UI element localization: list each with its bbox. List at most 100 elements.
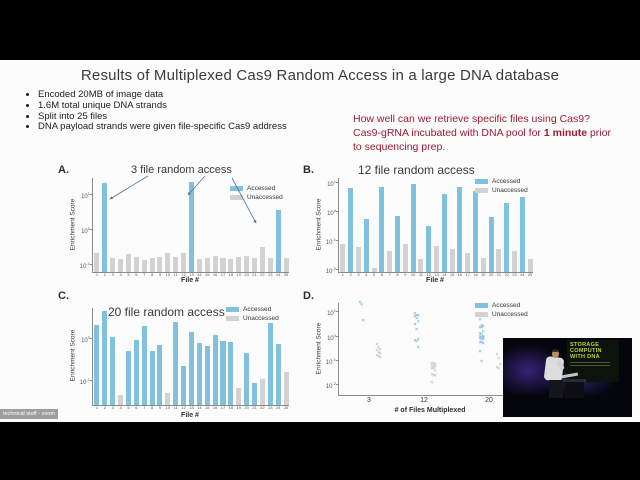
bar-accessed [441, 193, 447, 272]
scatter-marker: × [480, 340, 484, 347]
bar-unaccessed [157, 257, 163, 272]
scatter-marker: × [433, 364, 437, 371]
x-tick-label: 3 [367, 397, 371, 404]
x-tick-label: 17 [465, 272, 470, 277]
bullet-item: 1.6M total unique DNA strands [38, 100, 287, 112]
legend-accessed-label: Accessed [492, 302, 521, 309]
chart-d-plot: 101 100 10-1 10-2 3 12 20 × × × × × × × × × × × × × × × × × × × × ×… [326, 300, 534, 404]
scatter-marker: × [478, 334, 482, 341]
scatter-marker: × [481, 341, 485, 348]
scatter-marker: × [478, 325, 482, 332]
y-tick-mark [336, 269, 339, 271]
chart-c-legend: Accessed Unaccessed [226, 305, 279, 323]
scatter-marker: × [498, 361, 502, 368]
scatter-marker: × [433, 373, 437, 380]
bar-accessed [212, 334, 218, 405]
y-tick-mark [336, 383, 339, 385]
x-tick-label: 19 [481, 272, 486, 277]
bar-unaccessed [244, 256, 250, 272]
x-tick-label: 6 [135, 272, 138, 277]
x-tick-label: 20 [244, 272, 249, 277]
x-tick-label: 6 [380, 272, 384, 277]
bullet-list: Encoded 20MB of image data 1.6M total un… [24, 89, 287, 133]
bar-accessed [188, 181, 194, 272]
x-tick-label: 23 [512, 272, 517, 277]
y-tick-label: 10-1 [325, 236, 336, 246]
bar-unaccessed [94, 252, 100, 272]
scatter-marker: × [378, 355, 382, 362]
bar-accessed [173, 322, 179, 405]
bar-accessed [228, 342, 234, 405]
bar-accessed [181, 366, 187, 405]
y-tick-mark [90, 379, 93, 381]
scatter-marker: × [416, 318, 420, 325]
bar-unaccessed [118, 259, 124, 272]
bar-accessed [188, 331, 194, 405]
scatter-marker: × [430, 365, 434, 372]
scatter-marker: × [430, 362, 434, 369]
x-tick-label: 19 [236, 405, 241, 410]
x-tick-label: 11 [173, 405, 178, 410]
bar-accessed [252, 382, 258, 405]
scatter-marker: × [377, 349, 381, 356]
y-tick-label: 100 [327, 332, 336, 342]
x-tick-label: 10 [410, 272, 416, 277]
bar-unaccessed [212, 256, 218, 272]
banner-text: STORAGE [570, 342, 600, 348]
chart-b-title: 12 file random access [358, 163, 475, 177]
x-tick-label: 18 [473, 272, 478, 277]
legend-accessed-swatch [475, 179, 488, 184]
y-tick-label: 100 [327, 207, 336, 217]
panel-label-b: B. [303, 164, 314, 176]
banner-fine-print [570, 361, 610, 363]
scatter-marker: × [413, 338, 417, 345]
bar-unaccessed [228, 259, 234, 272]
chart-b-ylabel: Enrichment Score [315, 198, 323, 251]
legend-accessed-swatch [230, 186, 243, 191]
scatter-marker: × [415, 326, 419, 333]
bar-unaccessed [204, 258, 210, 272]
scatter-marker: × [495, 364, 499, 371]
chart-b-xlabel: File # [426, 277, 444, 284]
question-note: How well can we retrieve specific files … [353, 112, 633, 154]
y-tick-mark [336, 239, 339, 241]
chart-d-legend: Accessed Unaccessed [475, 301, 528, 319]
scatter-marker: × [481, 337, 485, 344]
scatter-marker: × [478, 335, 482, 342]
chart-c-ylabel: Enrichment Score [69, 329, 77, 382]
bar-unaccessed [149, 258, 155, 272]
scatter-marker: × [416, 337, 420, 344]
x-tick-label: 10 [165, 272, 171, 277]
y-tick-mark [336, 359, 339, 361]
y-tick-label: 101 [81, 190, 90, 200]
scatter-marker: × [481, 335, 485, 342]
scatter-marker: × [481, 328, 485, 335]
scatter-marker: × [480, 332, 484, 339]
y-tick-label: 101 [327, 178, 336, 188]
bar-accessed [267, 323, 273, 405]
x-tick-label: 18 [228, 405, 234, 410]
x-tick-label: 15 [205, 405, 210, 410]
x-tick-label: 9 [158, 272, 162, 277]
scatter-marker: × [480, 358, 484, 365]
scatter-marker: × [378, 346, 382, 353]
x-tick-label: 14 [442, 272, 447, 277]
bar-unaccessed [141, 260, 147, 272]
x-tick-label: 21 [496, 272, 502, 277]
bar-accessed [395, 216, 400, 272]
x-tick-label: 4 [365, 272, 368, 277]
scatter-marker: × [415, 316, 419, 323]
x-tick-label: 14 [197, 272, 202, 277]
x-tick-label: 15 [205, 272, 210, 277]
x-tick-label: 25 [283, 272, 289, 277]
bar-unaccessed [434, 245, 439, 272]
bar-unaccessed [283, 258, 289, 272]
x-tick-label: 24 [275, 405, 281, 410]
x-tick-label: 11 [418, 272, 423, 277]
scatter-marker: × [430, 371, 434, 378]
x-tick-label: 21 [252, 405, 257, 410]
x-tick-label: 4 [119, 272, 122, 277]
chart-c-title: 20 file random access [108, 305, 225, 319]
scatter-marker: × [478, 316, 482, 323]
